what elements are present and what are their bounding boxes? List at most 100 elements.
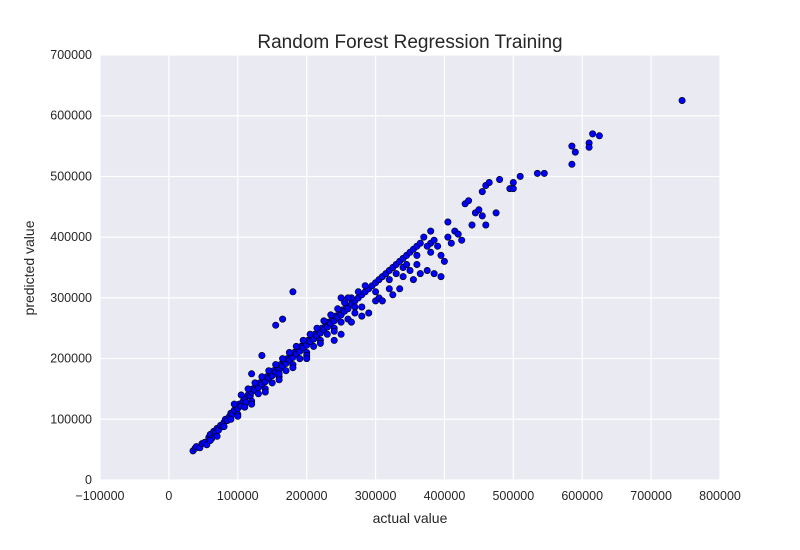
- data-point: [385, 285, 393, 293]
- data-point: [303, 355, 311, 363]
- data-point: [423, 266, 431, 274]
- data-point: [341, 299, 349, 307]
- data-point: [447, 239, 455, 247]
- data-point: [378, 297, 386, 305]
- data-point: [413, 251, 421, 259]
- x-tick-labels: −100000 0 100000 200000 300000 400000 500000 60…: [75, 489, 740, 503]
- data-point: [509, 179, 517, 187]
- data-point: [299, 336, 307, 344]
- data-point: [292, 342, 300, 350]
- data-point: [272, 361, 280, 369]
- data-point: [413, 260, 421, 268]
- data-point: [220, 423, 228, 431]
- data-point: [444, 218, 452, 226]
- data-point: [296, 355, 304, 363]
- data-point: [389, 291, 397, 299]
- x-tick-label: −100000: [75, 489, 124, 503]
- data-point: [254, 390, 262, 398]
- data-point: [533, 169, 541, 177]
- x-tick-label: 700000: [630, 489, 672, 503]
- x-tick-label: 800000: [699, 489, 741, 503]
- data-point: [206, 436, 214, 444]
- x-tick-label: 100000: [217, 489, 259, 503]
- data-point: [492, 209, 500, 217]
- data-point: [361, 282, 369, 290]
- data-point: [589, 130, 597, 138]
- y-tick-labels: 0 100000 200000 300000 400000 500000 600000 700…: [50, 48, 92, 487]
- data-point: [465, 197, 473, 205]
- y-axis-label: predicted value: [21, 220, 37, 315]
- x-tick-label: 500000: [492, 489, 534, 503]
- data-point: [282, 367, 290, 375]
- data-point: [416, 270, 424, 278]
- data-point: [399, 273, 407, 281]
- data-point: [227, 415, 235, 423]
- x-tick-label: 200000: [286, 489, 328, 503]
- data-point: [392, 270, 400, 278]
- data-point: [678, 97, 686, 105]
- data-point: [430, 270, 438, 278]
- data-point: [440, 257, 448, 265]
- data-point: [420, 233, 428, 241]
- y-tick-label: 700000: [50, 48, 92, 62]
- data-point: [316, 339, 324, 347]
- data-points: [189, 97, 686, 455]
- data-point: [430, 236, 438, 244]
- data-point: [496, 176, 504, 184]
- data-point: [434, 242, 442, 250]
- data-point: [509, 185, 517, 193]
- data-point: [268, 379, 276, 387]
- data-point: [444, 233, 452, 241]
- data-point: [310, 342, 318, 350]
- data-point: [337, 294, 345, 302]
- data-point: [337, 330, 345, 338]
- data-point: [265, 367, 273, 375]
- data-point: [354, 288, 362, 296]
- data-point: [475, 206, 483, 214]
- data-point: [485, 179, 493, 187]
- data-point: [258, 351, 266, 359]
- data-point: [313, 324, 321, 332]
- data-point: [406, 266, 414, 274]
- x-tick-label: 0: [165, 489, 172, 503]
- data-point: [306, 330, 314, 338]
- data-point: [358, 312, 366, 320]
- data-point: [279, 315, 287, 323]
- data-point: [427, 227, 435, 235]
- data-point: [234, 412, 242, 420]
- data-point: [403, 260, 411, 268]
- data-point: [279, 355, 287, 363]
- data-point: [289, 288, 297, 296]
- x-tick-label: 400000: [424, 489, 466, 503]
- chart-title: Random Forest Regression Training: [257, 32, 562, 53]
- data-point: [330, 336, 338, 344]
- y-tick-label: 0: [85, 473, 92, 487]
- data-point: [275, 376, 283, 384]
- data-point: [423, 242, 431, 250]
- data-point: [248, 400, 256, 408]
- y-tick-label: 100000: [50, 412, 92, 426]
- data-point: [251, 379, 259, 387]
- data-point: [372, 288, 380, 296]
- data-point: [571, 148, 579, 156]
- data-point: [237, 391, 245, 399]
- data-point: [568, 142, 576, 150]
- y-tick-label: 200000: [50, 352, 92, 366]
- data-point: [258, 373, 266, 381]
- data-point: [344, 294, 352, 302]
- data-point: [248, 370, 256, 378]
- data-point: [482, 221, 490, 229]
- data-point: [323, 330, 331, 338]
- data-point: [285, 348, 293, 356]
- data-point: [437, 251, 445, 259]
- data-point: [516, 172, 524, 180]
- data-point: [437, 273, 445, 281]
- data-point: [334, 305, 342, 313]
- data-point: [409, 276, 417, 284]
- y-tick-label: 600000: [50, 109, 92, 123]
- data-point: [244, 385, 252, 393]
- data-point: [478, 212, 486, 220]
- data-point: [337, 318, 345, 326]
- data-point: [213, 432, 221, 440]
